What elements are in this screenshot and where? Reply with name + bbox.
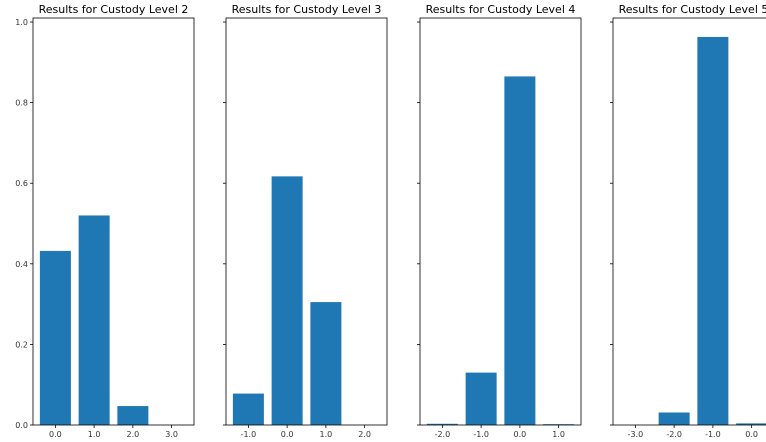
bar--1.0 — [697, 36, 729, 425]
bar--1.0 — [232, 393, 264, 425]
bar-0.0 — [39, 250, 71, 425]
x-tick-label: -2.0 — [666, 430, 682, 439]
y-tick-label: 0.4 — [15, 260, 28, 269]
subplot-2: Results for Custody Level 3 -1.0 0.0 1.0 2.0 — [223, 3, 388, 439]
bar--2.0 — [426, 423, 458, 425]
x-tick-label: -1.0 — [473, 430, 489, 439]
subplot-4: Results for Custody Level 5 -3.0 -2.0 -1.0 0… — [610, 3, 766, 439]
bar-0.0 — [504, 76, 536, 426]
x-tick-label: 3.0 — [165, 430, 178, 439]
bar-2.0 — [117, 406, 149, 425]
y-tick-label: 1.0 — [15, 18, 28, 27]
axes-frame — [225, 17, 388, 426]
subplot-1: Results for Custody Level 2 0.0 1.0 2.0 3.0 0… — [15, 3, 195, 439]
bar-1.0 — [78, 215, 110, 425]
x-tick-label: 1.0 — [88, 430, 101, 439]
bar-0.0 — [271, 176, 303, 425]
bar--1.0 — [465, 372, 497, 425]
subplot-title: Results for Custody Level 5 — [619, 3, 766, 16]
x-tick-label: 1.0 — [320, 430, 333, 439]
y-tick-label: 0.6 — [15, 179, 28, 188]
axes-frame — [32, 17, 195, 426]
x-tick-label: -1.0 — [705, 430, 721, 439]
y-tick-label: 0.0 — [15, 421, 28, 430]
subplot-title: Results for Custody Level 2 — [39, 3, 189, 16]
axes-frame — [419, 17, 582, 426]
bar--2.0 — [658, 412, 690, 425]
x-tick-label: 0.0 — [49, 430, 62, 439]
x-tick-label: -2.0 — [435, 430, 451, 439]
subplot-3: Results for Custody Level 4 -2.0 -1.0 0.0 1.… — [417, 3, 582, 439]
axes-frame — [612, 17, 766, 426]
x-tick-label: 1.0 — [552, 430, 565, 439]
x-tick-label: 2.0 — [127, 430, 140, 439]
bar-1.0 — [543, 424, 575, 425]
x-tick-label: -1.0 — [241, 430, 257, 439]
x-tick-label: 0.0 — [745, 430, 758, 439]
y-tick-label: 0.2 — [15, 340, 28, 349]
x-tick-label: -3.0 — [628, 430, 644, 439]
y-tick-label: 0.8 — [15, 99, 28, 108]
subplot-title: Results for Custody Level 4 — [426, 3, 576, 16]
bar-0.0 — [736, 423, 766, 425]
subplot-title: Results for Custody Level 3 — [232, 3, 382, 16]
x-tick-label: 2.0 — [358, 430, 371, 439]
x-tick-label: 0.0 — [281, 430, 294, 439]
x-tick-label: 0.0 — [514, 430, 527, 439]
bar-1.0 — [310, 302, 342, 425]
